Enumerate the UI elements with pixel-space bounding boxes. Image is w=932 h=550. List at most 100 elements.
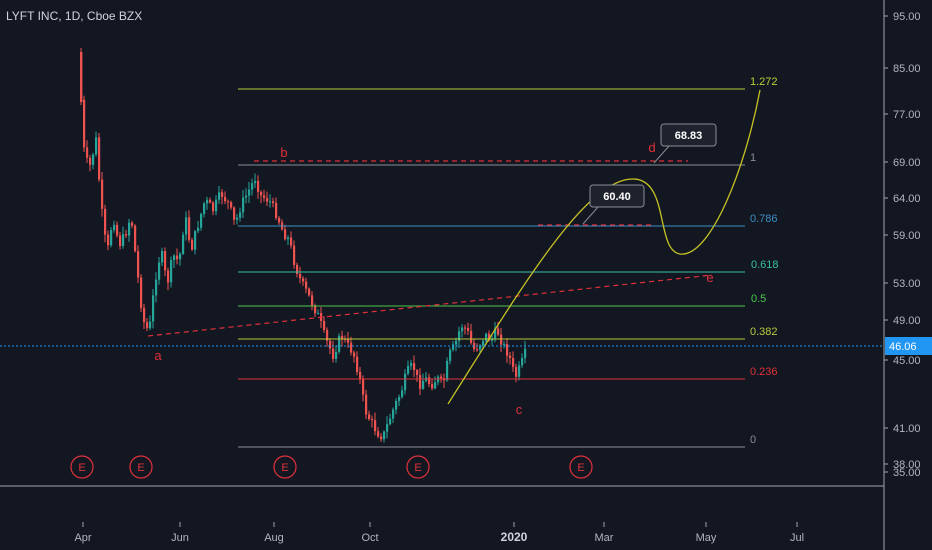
price-tick-label: 38.00 xyxy=(893,459,921,471)
candle-body xyxy=(131,222,134,226)
candle-body xyxy=(266,198,269,202)
callout-value: 68.83 xyxy=(675,130,703,142)
price-tick-label: 77.00 xyxy=(893,109,921,121)
candle-body xyxy=(401,390,404,398)
candle-body xyxy=(161,251,164,263)
candle-body xyxy=(311,295,314,306)
candle-body xyxy=(296,264,299,274)
candle-body xyxy=(371,419,374,421)
candle-body xyxy=(167,270,170,283)
candle-body xyxy=(236,217,239,220)
candle-body xyxy=(299,273,302,279)
candle-body xyxy=(503,343,506,345)
fib-level-label: 1 xyxy=(750,152,756,164)
time-tick-label: Mar xyxy=(595,532,614,544)
wave-label: e xyxy=(706,270,713,285)
candle-body xyxy=(98,137,101,180)
candle-body xyxy=(449,349,452,361)
candle-body xyxy=(458,331,461,341)
candle-body xyxy=(317,313,320,315)
candle-body xyxy=(89,157,92,165)
time-tick-label: Oct xyxy=(361,532,378,544)
candle-body xyxy=(461,327,464,332)
candle-body xyxy=(338,335,341,352)
candle-body xyxy=(197,227,200,232)
candle-body xyxy=(110,230,113,246)
candle-body xyxy=(137,251,140,278)
earnings-label: E xyxy=(137,462,144,474)
candle-body xyxy=(230,202,233,208)
candles xyxy=(80,48,527,443)
wave-label: d xyxy=(648,140,655,155)
candle-body xyxy=(410,363,413,366)
wave-label: b xyxy=(280,145,287,160)
earnings-circle xyxy=(129,455,153,479)
candle-body xyxy=(83,99,86,148)
candle-body xyxy=(494,328,497,339)
price-tick-label: 53.00 xyxy=(893,278,921,290)
fib-retracement: 1.272 1 0.786 0.618 0.5 0.382 0.236 0 xyxy=(238,76,779,448)
candle-body xyxy=(218,192,221,200)
candle-body xyxy=(488,333,491,341)
candle-body xyxy=(119,235,122,247)
candle-body xyxy=(284,229,287,240)
candle-body xyxy=(350,342,353,353)
candle-body xyxy=(314,305,317,314)
candle-body xyxy=(209,199,212,203)
price-tick-label: 35.00 xyxy=(893,467,921,479)
candle-body xyxy=(356,356,359,372)
candle-body xyxy=(212,202,215,212)
earnings-circle xyxy=(406,455,430,479)
candle-body xyxy=(263,195,266,199)
candle-body xyxy=(395,400,398,410)
earnings-label: E xyxy=(78,462,85,474)
callout-pointer xyxy=(582,206,599,225)
price-tick-label: 85.00 xyxy=(893,63,921,75)
last-price-label: 46.06 xyxy=(889,341,917,353)
candle-body xyxy=(182,234,185,254)
callout-box xyxy=(589,184,645,208)
candle-body xyxy=(380,436,383,440)
candle-body xyxy=(305,281,308,289)
candle-body xyxy=(242,197,245,213)
candle-body xyxy=(332,348,335,359)
candle-body xyxy=(419,375,422,389)
candle-body xyxy=(290,237,293,246)
candle-body xyxy=(227,201,230,203)
candle-body xyxy=(116,224,119,236)
candle-body xyxy=(257,180,260,192)
time-tick-label: Aug xyxy=(264,532,284,544)
candle-body xyxy=(152,295,155,322)
price-tick-label: 49.00 xyxy=(893,315,921,327)
time-tick-label: Jul xyxy=(790,532,804,544)
candle-body xyxy=(107,234,110,246)
candle-body xyxy=(254,180,257,184)
last-price-badge xyxy=(885,337,932,355)
candle-body xyxy=(173,255,176,261)
earnings-label: E xyxy=(281,462,288,474)
candle-body xyxy=(134,225,137,252)
candle-body xyxy=(200,213,203,228)
candle-body xyxy=(479,345,482,350)
candle-body xyxy=(389,418,392,425)
candle-body xyxy=(293,245,296,265)
candle-body xyxy=(485,333,488,341)
candle-body xyxy=(377,431,380,437)
candle-body xyxy=(176,255,179,260)
candle-body xyxy=(512,357,515,368)
candle-body xyxy=(500,334,503,345)
candle-body xyxy=(473,342,476,350)
candle-body xyxy=(455,340,458,345)
candle-body xyxy=(86,147,89,158)
price-tick-label: 95.00 xyxy=(893,11,921,23)
candle-body xyxy=(452,344,455,350)
candle-body xyxy=(440,376,443,379)
candle-body xyxy=(521,358,524,366)
fib-level-label: 0.5 xyxy=(751,293,766,305)
candle-body xyxy=(524,348,527,359)
candle-body xyxy=(506,343,509,356)
candle-body xyxy=(398,397,401,401)
candle-body xyxy=(140,277,143,308)
candle-body xyxy=(101,179,104,209)
